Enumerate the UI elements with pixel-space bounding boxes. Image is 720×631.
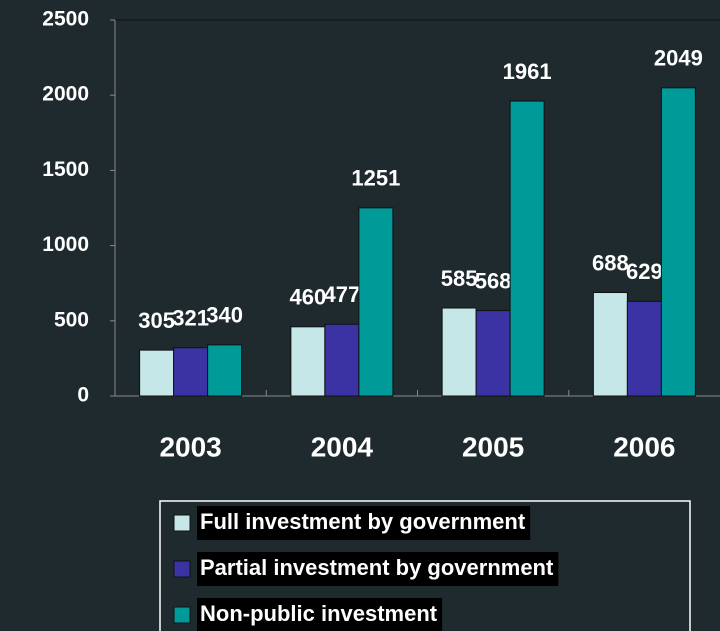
bar	[290, 326, 326, 397]
x-tick-label: 2003	[159, 431, 221, 462]
legend-text-bg	[197, 552, 559, 586]
bar	[139, 349, 175, 397]
x-tick-label: 2006	[613, 431, 675, 462]
bar	[509, 100, 545, 397]
y-tick-label: 500	[54, 308, 89, 331]
legend-swatch	[173, 560, 191, 578]
bar	[626, 300, 662, 397]
data-label: 477	[324, 282, 361, 307]
legend-text-bg	[197, 598, 443, 631]
data-label: 688	[592, 250, 629, 275]
bar	[207, 344, 243, 397]
legend-swatch	[173, 606, 191, 624]
legend-label: Partial investment by government	[200, 555, 554, 580]
data-label: 321	[172, 306, 209, 331]
legend-box	[159, 500, 691, 631]
bar	[660, 87, 696, 397]
x-tick-label: 2004	[311, 431, 374, 462]
y-tick-label: 0	[77, 384, 89, 407]
data-label: 1251	[351, 166, 400, 191]
data-label: 585	[441, 266, 478, 291]
bar	[441, 307, 477, 397]
bar	[173, 347, 209, 397]
legend-text-bg	[197, 506, 531, 540]
y-tick-label: 1500	[42, 158, 89, 181]
data-label: 340	[206, 303, 243, 328]
x-tick-label: 2005	[462, 431, 524, 462]
legend-label: Non-public investment	[200, 601, 438, 626]
data-label: 305	[138, 308, 175, 333]
data-label: 1961	[503, 59, 552, 84]
data-label: 568	[475, 268, 512, 293]
bar	[592, 292, 628, 397]
bar	[475, 310, 511, 397]
data-label: 629	[626, 259, 663, 284]
y-tick-label: 2500	[42, 8, 89, 31]
legend: Full investment by government Partial inv…	[159, 500, 691, 631]
bar	[324, 323, 360, 397]
data-label: 2049	[654, 46, 703, 71]
bar	[358, 207, 394, 397]
y-tick-label: 1000	[42, 233, 89, 256]
y-tick-label: 2000	[42, 83, 89, 106]
legend-swatch	[173, 514, 191, 532]
legend-label: Full investment by government	[200, 509, 526, 534]
data-label: 460	[290, 285, 327, 310]
